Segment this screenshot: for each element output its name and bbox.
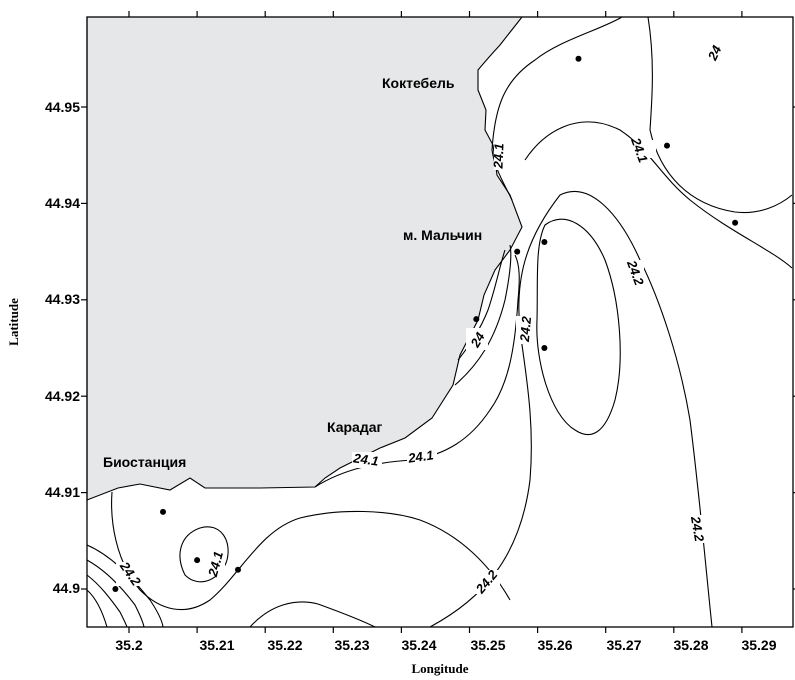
contour-24-2-southwest-3 <box>86 574 128 628</box>
station-dot <box>473 316 480 323</box>
y-tick-label: 44.9 <box>53 580 80 596</box>
station-dot <box>112 586 119 592</box>
contour-24-2-southwest-1 <box>86 544 164 628</box>
contour-label: 24.2 <box>688 514 707 543</box>
station-dot <box>541 345 548 351</box>
x-axis-title: Longitude <box>411 661 468 676</box>
contour-24-1-east <box>524 121 793 269</box>
y-tick-label: 44.94 <box>45 195 80 211</box>
contour-label: 24.1 <box>352 450 380 469</box>
contour-24-northeast <box>647 16 793 214</box>
y-tick-label: 44.93 <box>45 291 80 307</box>
station-dot <box>541 239 548 245</box>
y-axis-title: Latitude <box>6 298 21 346</box>
x-tick-label: 35.2 <box>115 637 142 653</box>
x-tick-label: 35.27 <box>606 637 641 653</box>
station-dot <box>160 508 166 515</box>
place-label-koktebel: Коктебель <box>382 75 455 91</box>
y-tick-label: 44.92 <box>45 388 80 404</box>
x-tick-labels: 35.2 35.21 35.22 35.23 35.24 35.25 35.26… <box>115 637 776 653</box>
station-dot <box>514 248 521 255</box>
contour-south-arc <box>249 601 376 628</box>
place-label-karadag: Карадаг <box>327 419 383 435</box>
station-dot <box>194 557 201 564</box>
x-tick-label: 35.29 <box>741 637 776 653</box>
contour-label: 24.1 <box>205 550 226 579</box>
contour-24-2-inner <box>536 218 621 435</box>
x-tick-label: 35.26 <box>537 637 572 653</box>
place-label-malchin: м. Мальчин <box>403 227 482 243</box>
contour-24-1-north <box>491 16 623 201</box>
contour-label: 24.1 <box>491 143 507 170</box>
place-label-biostation: Биостанция <box>103 454 186 470</box>
tick-marks <box>81 11 795 633</box>
station-dot <box>575 55 582 62</box>
station-dot <box>664 142 670 149</box>
x-tick-label: 35.28 <box>673 637 708 653</box>
contour-24-1-west-loop <box>179 526 229 583</box>
x-tick-label: 35.23 <box>334 637 369 653</box>
contour-24-2-southwest-4 <box>86 589 108 628</box>
y-tick-label: 44.95 <box>45 99 80 115</box>
plot-frame <box>86 16 794 628</box>
station-dot <box>235 566 241 573</box>
land-area <box>86 16 524 501</box>
y-tick-label: 44.91 <box>45 484 80 500</box>
contour-label: 24.1 <box>628 135 651 165</box>
station-dot <box>732 219 739 226</box>
contour-24-2-southwest-2 <box>86 559 145 628</box>
contour-24-2-west <box>111 491 511 611</box>
x-tick-label: 35.25 <box>470 637 505 653</box>
contour-labels: 24 24.1 24.1 24 24.2 24.2 24.1 24.1 24.2… <box>116 42 727 597</box>
contour-24-2-main <box>429 190 713 628</box>
y-tick-labels: 44.95 44.94 44.93 44.92 44.91 44.9 <box>45 99 80 596</box>
contour-label: 24.1 <box>406 447 434 466</box>
x-tick-label: 35.22 <box>267 637 302 653</box>
contour-label: 24.2 <box>517 315 534 343</box>
station-markers <box>112 55 739 592</box>
contour-24-coastal <box>454 244 512 386</box>
contour-label: 24 <box>467 329 488 351</box>
contour-label: 24 <box>704 42 724 63</box>
x-tick-label: 35.24 <box>401 637 436 653</box>
x-tick-label: 35.21 <box>199 637 234 653</box>
